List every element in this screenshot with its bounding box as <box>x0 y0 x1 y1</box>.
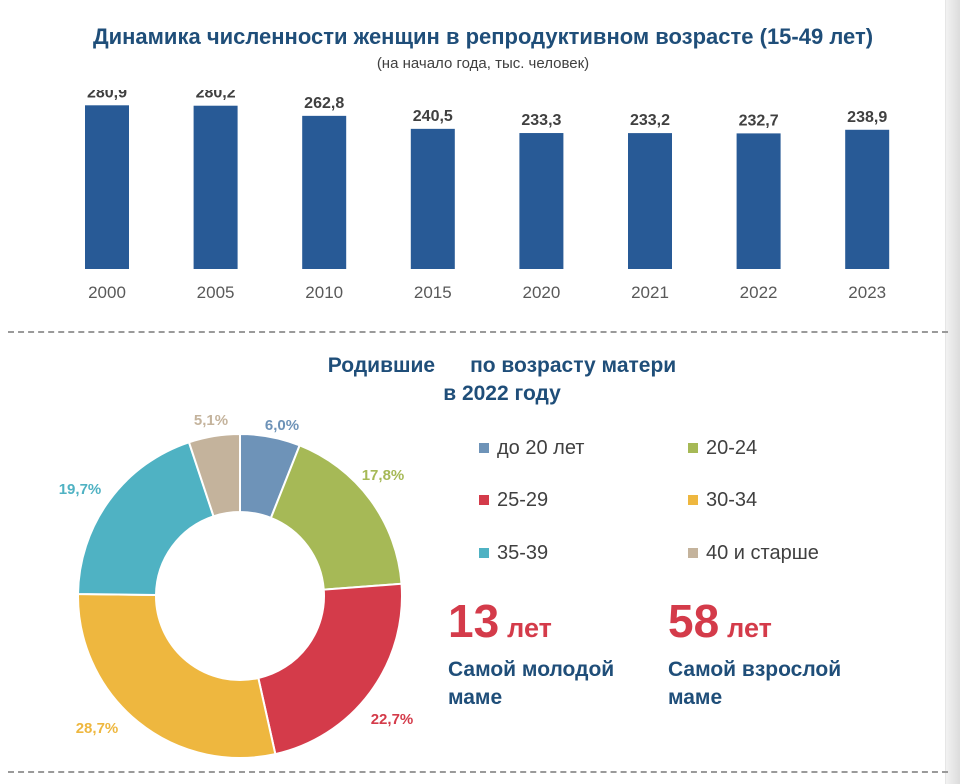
x-tick-label: 2022 <box>740 283 778 302</box>
legend-label: 25-29 <box>497 488 549 511</box>
oldest-age-value: 58 <box>668 595 720 647</box>
slice-value-label: 28,7% <box>76 720 119 737</box>
x-tick-label: 2021 <box>631 283 669 302</box>
legend-item: 35-39 <box>479 541 548 565</box>
donut-slice-3 <box>77 592 277 759</box>
donut-chart: 6,0% 17,8% 22,7% 28,7% 19,7% 5,1% <box>59 412 414 759</box>
legend-label: 35-39 <box>497 541 549 564</box>
youngest-mother-caption: Самой молодой маме <box>448 658 615 709</box>
legend-swatch <box>688 443 698 453</box>
x-tick-label: 2005 <box>197 283 235 302</box>
bar-chart-subtitle: (на начало года, тыс. человек) <box>376 55 590 72</box>
legend-item: 20-24 <box>688 436 757 460</box>
slice-value-label: 6,0% <box>265 417 299 434</box>
legend-label: 30-34 <box>706 488 758 511</box>
x-tick-label: 2020 <box>522 283 560 302</box>
bar-value-label: 240,5 <box>413 108 453 125</box>
bar-value-label: 280,2 <box>196 90 236 102</box>
legend-label: 40 и старше <box>706 541 819 564</box>
bar-2000 <box>85 105 129 269</box>
bar-2022 <box>736 133 781 269</box>
donut-slice-1 <box>269 444 403 591</box>
x-tick-label: 2010 <box>305 283 343 302</box>
slice-value-label: 5,1% <box>194 412 228 429</box>
bar-2023 <box>845 129 890 269</box>
legend-label: до 20 лет <box>497 436 585 459</box>
slice-value-label: 22,7% <box>371 711 414 728</box>
youngest-age-value: 13 <box>448 595 500 647</box>
slice-value-label: 19,7% <box>59 481 102 498</box>
x-tick-label: 2000 <box>88 283 126 302</box>
x-tick-label: 2015 <box>414 283 452 302</box>
bar-value-label: 238,9 <box>847 109 887 126</box>
pie-chart-title: Родившие по возрасту матери в 2022 году <box>327 354 677 405</box>
donut-slice-2 <box>257 582 403 756</box>
donut-slice-5 <box>187 432 241 518</box>
page-edge <box>945 0 960 784</box>
youngest-mother-stat: 13 лет Самой молодой маме <box>448 598 614 712</box>
legend-item: до 20 лет <box>479 436 584 460</box>
legend-swatch <box>688 548 698 558</box>
bar-2005 <box>193 105 238 270</box>
bar-value-label: 262,8 <box>304 95 344 112</box>
bar-value-label: 233,3 <box>521 112 561 129</box>
oldest-mother-stat: 58 лет Самой взрослой маме <box>668 598 841 712</box>
legend-swatch <box>479 495 489 505</box>
bar-2010 <box>302 115 347 269</box>
oldest-mother-caption: Самой взрослой маме <box>668 658 842 709</box>
bar-chart: 280,9 2000 280,2 2005 262,8 2010 240,5 2015 233,… <box>85 90 890 302</box>
legend-item: 25-29 <box>479 488 548 512</box>
legend-swatch <box>479 548 489 558</box>
bar-value-label: 233,2 <box>630 112 670 129</box>
oldest-age-unit: лет <box>727 613 772 643</box>
legend-item: 30-34 <box>688 488 757 512</box>
bar-2021 <box>628 133 672 269</box>
section-divider <box>8 331 948 333</box>
slice-value-label: 17,8% <box>362 467 405 484</box>
legend-swatch <box>688 495 698 505</box>
bar-2015 <box>410 128 455 269</box>
bar-2020 <box>519 133 564 269</box>
legend-label: 20-24 <box>706 436 758 459</box>
bar-value-label: 232,7 <box>739 112 779 129</box>
bottom-divider <box>8 771 948 773</box>
donut-slice-4 <box>76 440 215 596</box>
legend-item: 40 и старше <box>688 541 819 565</box>
youngest-age-unit: лет <box>507 613 552 643</box>
bar-value-label: 280,9 <box>87 90 127 101</box>
legend-swatch <box>479 443 489 453</box>
x-tick-label: 2023 <box>848 283 886 302</box>
bar-chart-title: Динамика численности женщин в репродукти… <box>92 24 874 49</box>
